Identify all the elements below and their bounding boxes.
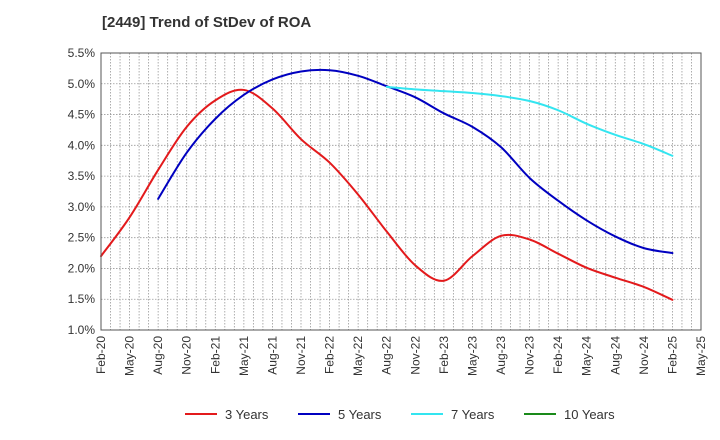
x-tick-label: Nov-21: [294, 336, 308, 375]
legend: 3 Years 5 Years 7 Years 10 Years: [185, 407, 615, 422]
y-tick-label: 1.5%: [68, 292, 96, 306]
x-tick-label: Nov-23: [523, 336, 537, 375]
x-tick-label: Feb-25: [665, 336, 679, 374]
y-tick-label: 3.5%: [68, 169, 96, 183]
y-tick-label: 5.0%: [68, 77, 96, 91]
x-tick-label: May-23: [465, 336, 479, 376]
series-line-3-years: [100, 88, 674, 301]
x-tick-label: Nov-22: [408, 336, 422, 375]
series-line-5-years: [157, 68, 674, 255]
x-tick-label: May-25: [694, 336, 708, 376]
y-tick-label: 5.5%: [68, 46, 96, 60]
x-tick-label: Nov-24: [637, 336, 651, 375]
legend-label-5-years: 5 Years: [338, 407, 382, 422]
y-tick-label: 4.5%: [68, 108, 96, 122]
legend-label-7-years: 7 Years: [451, 407, 495, 422]
x-tick-label: May-22: [351, 336, 365, 376]
x-tick-label: Nov-20: [180, 336, 194, 375]
x-tick-label: Feb-21: [208, 336, 222, 374]
x-tick-label: Feb-24: [551, 336, 565, 374]
y-tick-label: 4.0%: [68, 138, 96, 152]
x-tick-label: Aug-23: [494, 336, 508, 375]
legend-label-10-years: 10 Years: [564, 407, 615, 422]
y-tick-label: 2.0%: [68, 261, 96, 275]
series-lines: [100, 68, 674, 301]
x-tick-label: Aug-21: [265, 336, 279, 375]
y-axis-tick-labels: 1.0% 1.5% 2.0% 2.5% 3.0% 3.5% 4.0% 4.5% 5.0% 5.5%: [68, 46, 96, 337]
x-tick-label: May-21: [237, 336, 251, 376]
plot-area: [101, 53, 701, 330]
legend-label-3-years: 3 Years: [225, 407, 269, 422]
x-tick-label: Aug-22: [380, 336, 394, 375]
series-line-7-years: [385, 85, 674, 157]
x-tick-label: Aug-24: [608, 336, 622, 375]
x-axis-tick-labels: Feb-20 May-20 Aug-20 Nov-20 Feb-21 May-21 Aug-…: [94, 336, 708, 376]
x-tick-label: Feb-20: [94, 336, 108, 374]
x-tick-label: Feb-23: [437, 336, 451, 374]
y-tick-label: 1.0%: [68, 323, 96, 337]
plot-frame: [100, 52, 702, 331]
grid-lines: [101, 52, 701, 331]
x-tick-label: May-24: [580, 336, 594, 376]
y-tick-label: 2.5%: [68, 231, 96, 245]
x-tick-label: May-20: [123, 336, 137, 376]
x-tick-label: Aug-20: [151, 336, 165, 375]
x-tick-label: Feb-22: [323, 336, 337, 374]
y-tick-label: 3.0%: [68, 200, 96, 214]
chart-title: [2449] Trend of StDev of ROA: [102, 14, 312, 31]
